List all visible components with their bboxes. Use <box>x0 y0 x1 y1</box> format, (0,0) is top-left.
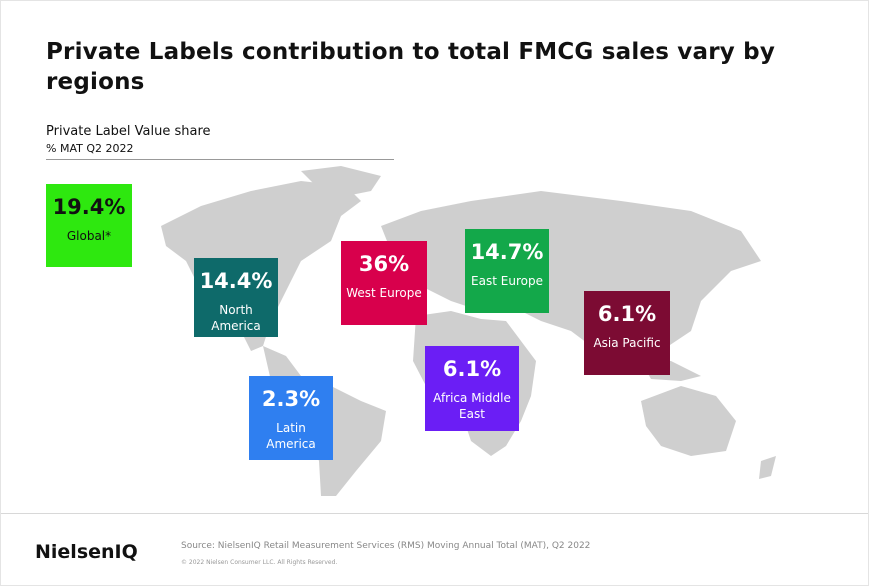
footer-divider <box>1 513 868 514</box>
region-box: 14.4% North America <box>194 258 278 337</box>
region-value: 14.4% <box>199 269 273 293</box>
region-label: East Europe <box>471 274 543 288</box>
region-box: 36% West Europe <box>341 241 427 325</box>
region-value: 19.4% <box>52 195 126 219</box>
region-label: Asia Pacific <box>593 336 661 350</box>
source: Source: NielsenIQ Retail Measurement Ser… <box>181 541 591 551</box>
region-value: 14.7% <box>470 240 544 264</box>
region-label: Global* <box>66 229 112 243</box>
logo: NielsenIQ <box>35 541 138 563</box>
title: Private Labels contribution to total FMC… <box>46 39 776 95</box>
region-label: North America <box>211 303 261 333</box>
region-value: 36% <box>358 252 410 276</box>
region-box: 6.1% Asia Pacific <box>584 291 670 375</box>
region-box: 14.7% East Europe <box>465 229 549 313</box>
subtitle: Private Label Value share <box>46 124 211 139</box>
region-box: 6.1% Africa Middle East <box>425 346 519 431</box>
region-value: 2.3% <box>261 387 321 411</box>
measure: % MAT Q2 2022 <box>46 142 134 155</box>
region-value: 6.1% <box>597 302 657 326</box>
region-value: 6.1% <box>442 357 502 381</box>
divider <box>46 159 394 160</box>
region-label: West Europe <box>346 286 422 300</box>
region-label: Africa Middle East <box>433 391 511 421</box>
region-box: 2.3% Latin America <box>249 376 333 460</box>
copyright: © 2022 Nielsen Consumer LLC. All Rights … <box>181 559 338 566</box>
region-label: Latin America <box>266 421 316 451</box>
region-box: 19.4% Global* <box>46 184 132 267</box>
